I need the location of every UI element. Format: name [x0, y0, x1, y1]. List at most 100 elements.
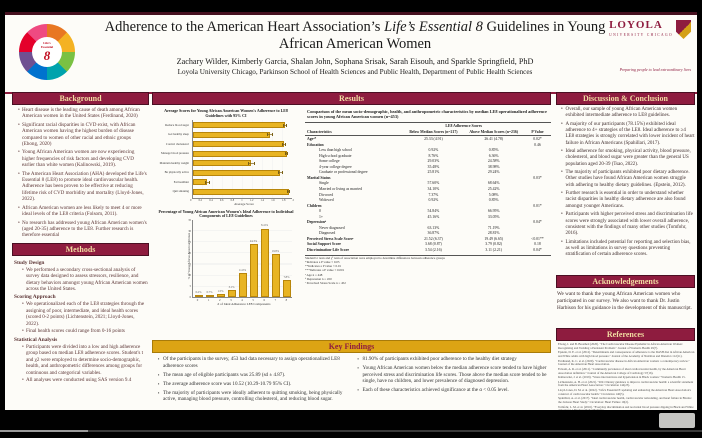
table-cell: 54.84% — [427, 209, 440, 214]
table-cell: 25.33 (4.91) — [424, 137, 443, 142]
hbar-category-label: Quit smoking — [172, 189, 189, 194]
table-cell: 0 — [319, 209, 321, 214]
discussion-bullet: Ideal adherence for smoking, physical ac… — [561, 149, 695, 168]
x-tick: 1.2 — [249, 198, 254, 202]
x-tick: 6 — [263, 298, 265, 303]
discussion-bullet: The majority of participants exhibited p… — [561, 170, 695, 189]
table-cell: Never diagnosed — [319, 225, 345, 230]
poster-title-line2: African American Women — [278, 36, 432, 53]
chart2-xlabel: # of Ideal Adherence LE8 Components — [217, 302, 271, 307]
table-cell: 0.01* — [533, 203, 542, 208]
vbar-column: 11.0% — [237, 269, 248, 298]
key-findings-right: 81.90% of participants exhibited poor ad… — [358, 356, 550, 405]
table-cell: 6.36% — [488, 153, 499, 158]
table-cell: Widowed — [319, 198, 334, 203]
x-tick: 2 — [292, 198, 294, 202]
table-title: Comparison of the mean socio-demographic… — [307, 109, 547, 120]
methods-section-header: Methods — [12, 242, 149, 256]
x-tick: 1 — [241, 198, 243, 202]
y-tick: 5 — [189, 285, 191, 289]
loyola-logo: LOYOLA UNIVERSITY CHICAGO Preparing peop… — [605, 20, 691, 72]
table-cell: 35.48% — [427, 164, 440, 169]
table-cell: 24.58% — [487, 159, 500, 164]
acknowledgements-text: We want to thank the young African Ameri… — [557, 291, 692, 311]
x-tick: 0.4 — [209, 198, 213, 202]
reference-item: Folsom, A. R. et al. (2011). "Community … — [558, 366, 686, 375]
bar-value-label: 7.8% — [283, 275, 290, 279]
bar — [193, 131, 270, 138]
chart1-plot: Reduce blood sugar Get healthy sleep Contr… — [160, 119, 292, 199]
left-column: Background Heart disease is the leading … — [12, 92, 149, 410]
chart1-xticks: 0 0.2 0.4 0.6 0.8 1 1.2 1.4 1.6 1.8 2 — [190, 199, 294, 202]
bar — [193, 141, 285, 148]
hbar-row: Quit smoking — [173, 187, 292, 197]
background-bullet: Heart disease is the leading cause of de… — [18, 107, 148, 120]
video-progress-bar[interactable] — [0, 430, 702, 432]
reference-item: Lichtenstein, A. H. et al. (2021). "2021… — [558, 379, 694, 388]
comparison-table: LE8 Adherence Scores Characteristics Bel… — [305, 122, 551, 253]
key-finding-bullet: 81.90% of participants exhibited poor ad… — [358, 356, 550, 363]
x-tick: 2 — [219, 298, 221, 303]
table-row: Never diagnosed 63.13% 71.19% — [305, 225, 551, 231]
table-cell: 21.52 (6.37) — [424, 236, 443, 241]
table-cell: Depressionᵇ — [307, 220, 327, 225]
x-tick: 0.2 — [198, 198, 203, 202]
table-footnotes: Student's t tests and χ² tests of associ… — [305, 254, 551, 285]
y-tick: 25 — [188, 241, 191, 245]
authors-line: Zachary Wilder, Kimberly Garcia, Shalan … — [176, 56, 534, 66]
bar — [216, 293, 225, 298]
hbar-row: Control cholesterol — [166, 140, 292, 150]
table-cell: 68.64% — [487, 181, 500, 186]
bar — [249, 244, 258, 298]
bar — [205, 295, 214, 298]
table-cell: 28.81% — [487, 231, 500, 236]
bar-value-label: 0.2% — [195, 290, 202, 294]
key-finding-bullet: Young African American women below the m… — [358, 365, 550, 385]
bar-value-label: 0.7% — [206, 290, 213, 294]
col-characteristics: Characteristics — [307, 130, 332, 135]
video-progress-played — [0, 430, 88, 432]
hbar-row: Be physically active — [165, 168, 292, 178]
bar — [193, 160, 252, 167]
col-p-value: P Value — [531, 130, 544, 135]
bar-value-label: 11.0% — [238, 269, 247, 273]
table-row: Perceived Stress Scale Scoreᶜ 21.52 (6.37… — [305, 236, 551, 242]
table-cell: <0.01** — [531, 236, 544, 241]
table-cell: 57.60% — [427, 181, 440, 186]
x-tick: 1.6 — [271, 198, 275, 202]
video-overlay-badge[interactable] — [659, 413, 695, 428]
chart1-xlabel: Average Score — [234, 201, 254, 206]
table-row: Children 0.01* — [305, 203, 551, 209]
table-cell: 7.37% — [428, 192, 439, 197]
table-cell: Marital Status — [307, 175, 331, 180]
title-block: Adherence to the American Heart Associat… — [95, 18, 615, 76]
table-cell: 0.18 — [534, 242, 541, 247]
vbar-column: 19.8% — [270, 250, 281, 298]
table-cell: 0.02* — [533, 137, 542, 142]
table-cell: 4-year college degree — [319, 164, 352, 169]
reference-item: Tomfohr, L. M. et al. (2016). "Everyday … — [558, 404, 694, 410]
y-tick: 15 — [188, 263, 191, 267]
background-bullet: Significant racial disparities in CVD ex… — [18, 122, 148, 148]
key-finding-bullet: The average adherence score was 10.52 (1… — [158, 381, 350, 388]
table-cell: 25.81% — [427, 170, 440, 175]
table-row: Graduate or professional degree 25.81% 29.… — [305, 170, 551, 176]
hbar-row: Reduce blood sugar — [165, 121, 292, 131]
methods-group-heading: Study Design — [14, 259, 45, 266]
background-bullet: Young African American women are now exp… — [18, 149, 148, 168]
error-bar — [266, 133, 273, 137]
col-below-median: Below Median Scores (n=217) — [409, 130, 458, 135]
table-cell: High school graduate — [319, 153, 352, 158]
error-bar — [283, 123, 288, 127]
table-row: Depressionᵇ 0.04* — [305, 220, 551, 226]
methods-bullet: All analyses were conducted using SAS ve… — [22, 377, 148, 384]
table-cell: Divorced — [319, 192, 334, 197]
x-tick: 0.6 — [219, 198, 224, 202]
x-tick: 1.4 — [260, 198, 265, 202]
affiliation-line: Loyola University Chicago, Parkinson Sch… — [177, 67, 533, 76]
avg-scores-chart: Average Scores for Young African America… — [152, 108, 300, 206]
bar — [271, 254, 280, 298]
methods-bullet: We performed a secondary cross-sectional… — [22, 267, 148, 293]
table-row: Divorced 7.37% 5.08% — [305, 192, 551, 198]
table-footnote: ᶜ Perceived Stress Scale n = 452 — [305, 280, 346, 285]
